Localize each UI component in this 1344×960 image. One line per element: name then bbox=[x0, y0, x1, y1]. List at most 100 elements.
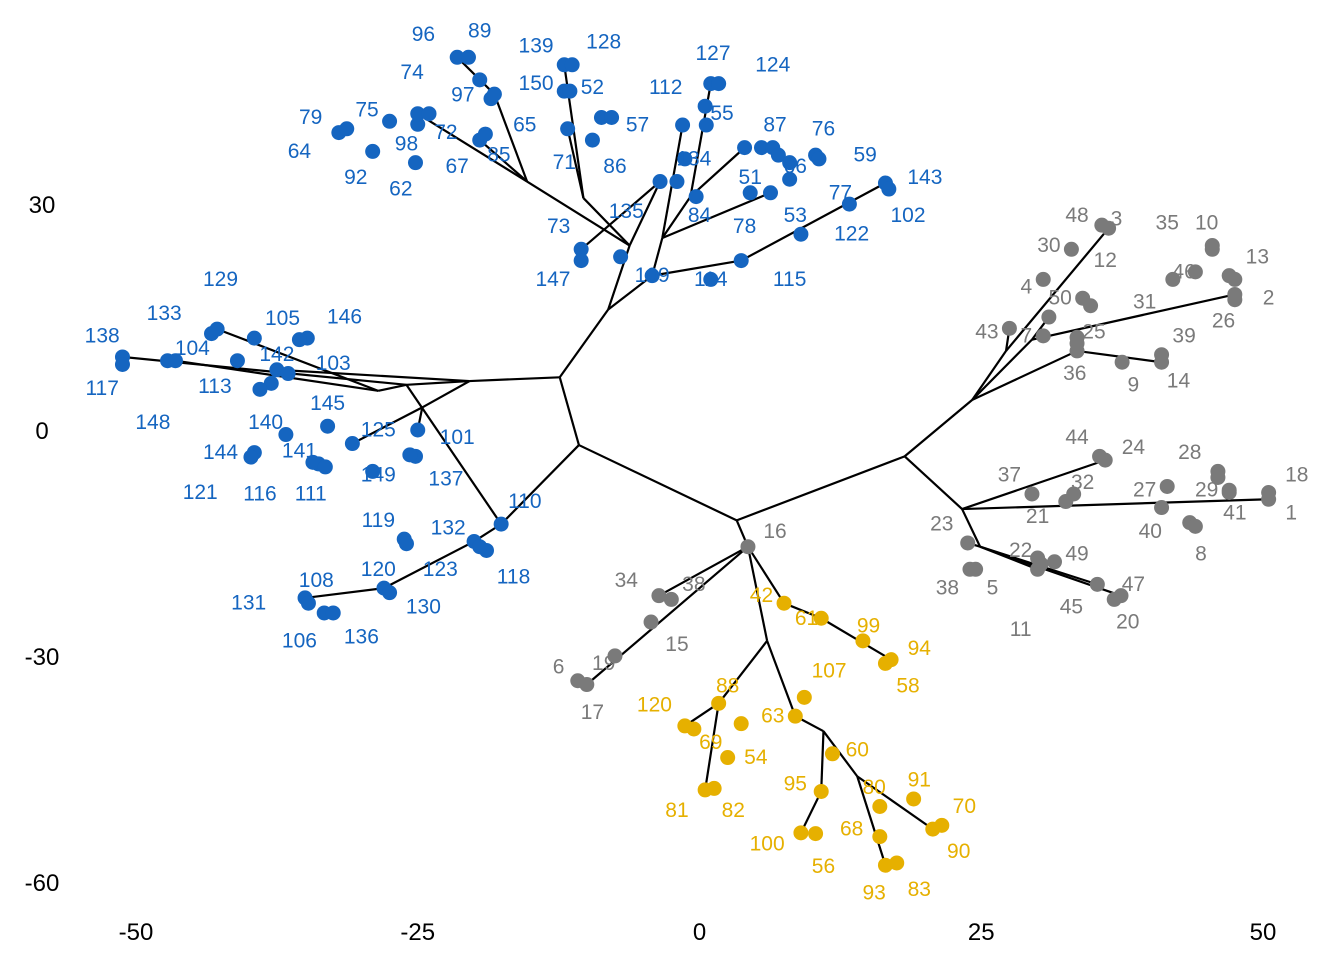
node-label: 91 bbox=[908, 769, 931, 792]
node-label: 23 bbox=[930, 513, 953, 536]
tree-node-point bbox=[675, 118, 690, 133]
node-label: 64 bbox=[288, 140, 312, 163]
node-label: 100 bbox=[750, 833, 785, 856]
node-label: 125 bbox=[361, 419, 396, 442]
tree-node-point bbox=[1064, 242, 1079, 257]
node-label: 13 bbox=[1246, 245, 1269, 268]
tree-node-point bbox=[1154, 355, 1169, 370]
tree-node-point bbox=[472, 539, 487, 554]
tree-node-point bbox=[788, 709, 803, 724]
tree-node-point bbox=[689, 189, 704, 204]
x-axis-ticks: -50 -25 0 25 50 bbox=[119, 919, 1277, 946]
node-label: 19 bbox=[592, 652, 615, 675]
node-label: 85 bbox=[487, 144, 510, 167]
y-axis-ticks: 30 0 -30 -60 bbox=[25, 192, 60, 897]
node-label: 87 bbox=[763, 114, 786, 137]
x-tick-label: -25 bbox=[400, 919, 435, 946]
node-label: 86 bbox=[603, 155, 626, 178]
node-label: 75 bbox=[355, 98, 378, 121]
node-label: 99 bbox=[857, 614, 880, 637]
tree-node-point bbox=[1036, 328, 1051, 343]
node-label: 129 bbox=[203, 268, 238, 291]
node-label: 14 bbox=[1167, 370, 1191, 393]
node-label: 17 bbox=[581, 701, 604, 724]
tree-node-point bbox=[889, 855, 904, 870]
tree-node-point bbox=[881, 182, 896, 197]
node-label: 80 bbox=[863, 776, 886, 799]
node-label: 140 bbox=[248, 411, 283, 434]
tree-node-point bbox=[707, 781, 722, 796]
node-label: 52 bbox=[581, 76, 604, 99]
node-label: 38 bbox=[936, 577, 959, 600]
tree-node-point bbox=[1098, 453, 1113, 468]
tree-node-point bbox=[825, 746, 840, 761]
node-label: 28 bbox=[1178, 441, 1201, 464]
node-label: 16 bbox=[763, 520, 786, 543]
tree-node-point bbox=[565, 57, 580, 72]
tree-edge bbox=[905, 456, 962, 509]
node-label: 108 bbox=[299, 569, 334, 592]
node-label: 24 bbox=[1122, 436, 1146, 459]
tree-edge bbox=[422, 381, 469, 407]
tree-node-point bbox=[604, 110, 619, 125]
node-label: 89 bbox=[468, 19, 491, 42]
node-label: 26 bbox=[1212, 309, 1235, 332]
node-label: 67 bbox=[446, 155, 469, 178]
tree-node-point bbox=[653, 174, 668, 189]
node-label: 150 bbox=[519, 72, 554, 95]
node-label: 145 bbox=[310, 392, 345, 415]
node-label: 73 bbox=[547, 215, 570, 238]
tree-node-point bbox=[1041, 310, 1056, 325]
node-label: 118 bbox=[497, 565, 530, 588]
node-label: 45 bbox=[1060, 595, 1083, 618]
node-label: 139 bbox=[519, 34, 554, 57]
node-label: 74 bbox=[400, 61, 424, 84]
node-label: 40 bbox=[1139, 520, 1162, 543]
node-label: 10 bbox=[1195, 211, 1218, 234]
tree-node-point bbox=[737, 140, 752, 155]
node-label: 124 bbox=[755, 53, 790, 76]
x-tick-label: 25 bbox=[968, 919, 995, 946]
node-label: 50 bbox=[1048, 287, 1071, 310]
node-label: 98 bbox=[395, 132, 418, 155]
node-label: 88 bbox=[716, 675, 739, 698]
tree-node-point bbox=[252, 382, 267, 397]
tree-node-point bbox=[410, 423, 425, 438]
node-label: 119 bbox=[362, 509, 395, 532]
node-label: 90 bbox=[947, 840, 970, 863]
node-label: 107 bbox=[812, 659, 847, 682]
node-label: 58 bbox=[896, 675, 919, 698]
tree-node-point bbox=[1002, 321, 1017, 336]
node-label: 36 bbox=[1063, 362, 1086, 385]
tree-node-point bbox=[478, 127, 493, 142]
tree-edge bbox=[905, 400, 973, 456]
tree-node-point bbox=[1227, 292, 1242, 307]
node-label: 43 bbox=[975, 321, 998, 344]
node-label: 39 bbox=[1172, 324, 1195, 347]
node-label: 76 bbox=[812, 117, 835, 140]
tree-node-point bbox=[872, 829, 887, 844]
tree-node-point bbox=[808, 826, 823, 841]
tree-node-point bbox=[1024, 487, 1039, 502]
node-label: 29 bbox=[1195, 479, 1218, 502]
node-label: 120 bbox=[361, 558, 396, 581]
node-label: 120 bbox=[637, 693, 672, 716]
node-label: 146 bbox=[327, 306, 362, 329]
tree-node-point bbox=[1154, 500, 1169, 515]
node-label: 35 bbox=[1156, 211, 1179, 234]
tree-node-point bbox=[1090, 577, 1105, 592]
tree-node-point bbox=[585, 133, 600, 148]
node-label: 84 bbox=[688, 204, 712, 227]
node-label: 42 bbox=[750, 584, 773, 607]
tree-node-point bbox=[740, 539, 755, 554]
node-label: 63 bbox=[761, 705, 784, 728]
tree-node-point bbox=[734, 253, 749, 268]
node-label: 11 bbox=[1010, 618, 1032, 641]
tree-node-point bbox=[318, 459, 333, 474]
node-label: 27 bbox=[1133, 479, 1156, 502]
node-label: 62 bbox=[389, 178, 412, 201]
node-label: 70 bbox=[953, 795, 976, 818]
node-label: 135 bbox=[609, 200, 644, 223]
tree-node-point bbox=[878, 656, 893, 671]
